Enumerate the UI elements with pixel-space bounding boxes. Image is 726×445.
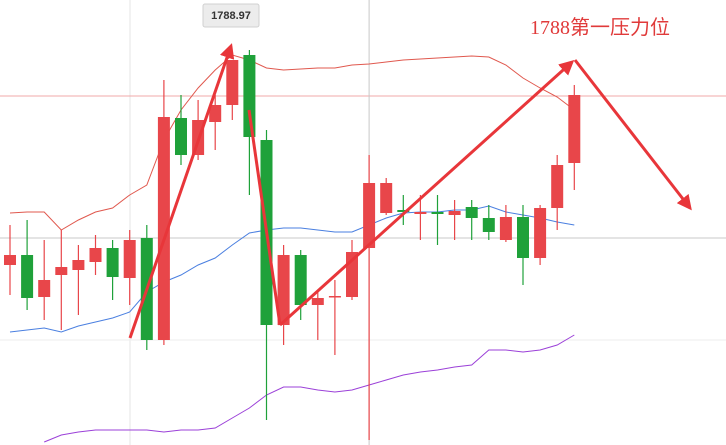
band-line: [9, 205, 575, 333]
candle-body: [363, 183, 376, 248]
candle-body: [448, 211, 461, 215]
candle-body: [568, 95, 581, 163]
band-line: [44, 334, 575, 443]
band-line: [9, 54, 575, 231]
candle-body: [431, 212, 444, 214]
arrow: [128, 43, 235, 339]
candle-body: [209, 105, 222, 122]
candle-body: [414, 212, 427, 214]
candle-body: [21, 255, 34, 298]
candle-body: [465, 207, 478, 218]
candle-body: [4, 255, 16, 265]
candle-body: [499, 217, 512, 240]
arrow: [573, 59, 692, 211]
candle-body: [482, 218, 495, 232]
candle-body: [123, 240, 136, 278]
candle-body: [517, 217, 529, 258]
arrows: [128, 43, 692, 339]
candle-body: [157, 117, 170, 340]
candle-body: [397, 210, 410, 212]
candle-body: [311, 298, 324, 305]
candle-body: [106, 248, 119, 277]
price-tag: 1788.97: [211, 10, 251, 22]
candle-body: [534, 208, 547, 258]
candle-body: [328, 296, 341, 298]
candle-body: [277, 255, 290, 325]
candle-body: [380, 183, 393, 213]
candle-body: [55, 267, 68, 275]
candle-body: [226, 60, 239, 105]
price-tag-box: [202, 3, 260, 28]
arrow: [278, 59, 575, 327]
candle-body: [243, 55, 256, 137]
candle-body: [89, 248, 102, 262]
candle-body: [38, 280, 51, 297]
candle-body: [294, 255, 307, 305]
candle-body: [175, 118, 187, 155]
annotation: 1788第一压力位: [530, 16, 670, 39]
candle-body: [72, 260, 85, 270]
candle-body: [551, 165, 564, 208]
arrow: [247, 109, 282, 326]
